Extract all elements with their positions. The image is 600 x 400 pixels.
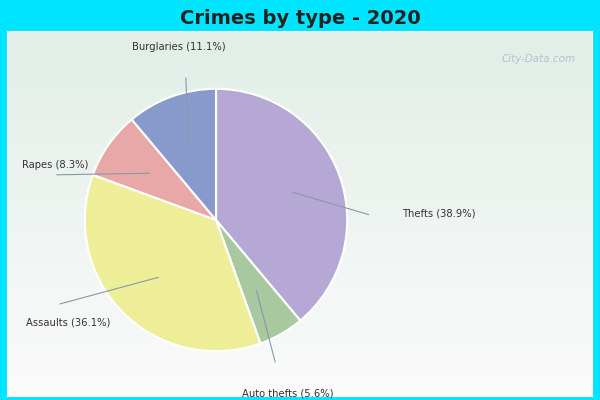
FancyBboxPatch shape [8,123,592,141]
Wedge shape [216,220,300,344]
FancyBboxPatch shape [8,50,592,68]
FancyBboxPatch shape [8,32,592,396]
Wedge shape [85,175,260,351]
FancyBboxPatch shape [8,214,592,232]
Text: Burglaries (11.1%): Burglaries (11.1%) [133,42,226,52]
FancyBboxPatch shape [8,305,592,323]
FancyBboxPatch shape [8,341,592,360]
Wedge shape [216,89,347,320]
Text: Rapes (8.3%): Rapes (8.3%) [22,160,88,170]
FancyBboxPatch shape [8,360,592,378]
FancyBboxPatch shape [8,105,592,123]
FancyBboxPatch shape [8,287,592,305]
Text: Auto thefts (5.6%): Auto thefts (5.6%) [242,388,334,398]
Text: Crimes by type - 2020: Crimes by type - 2020 [179,8,421,28]
FancyBboxPatch shape [8,86,592,105]
FancyBboxPatch shape [8,178,592,196]
FancyBboxPatch shape [8,196,592,214]
FancyBboxPatch shape [8,250,592,269]
FancyBboxPatch shape [8,159,592,178]
FancyBboxPatch shape [8,141,592,159]
FancyBboxPatch shape [8,68,592,87]
FancyBboxPatch shape [8,269,592,287]
FancyBboxPatch shape [8,232,592,250]
Wedge shape [132,89,216,220]
Text: City-Data.com: City-Data.com [502,54,576,64]
Text: Assaults (36.1%): Assaults (36.1%) [26,317,110,327]
Wedge shape [93,120,216,220]
FancyBboxPatch shape [8,32,592,50]
FancyBboxPatch shape [8,323,592,341]
FancyBboxPatch shape [8,378,592,396]
Text: Thefts (38.9%): Thefts (38.9%) [403,208,476,218]
